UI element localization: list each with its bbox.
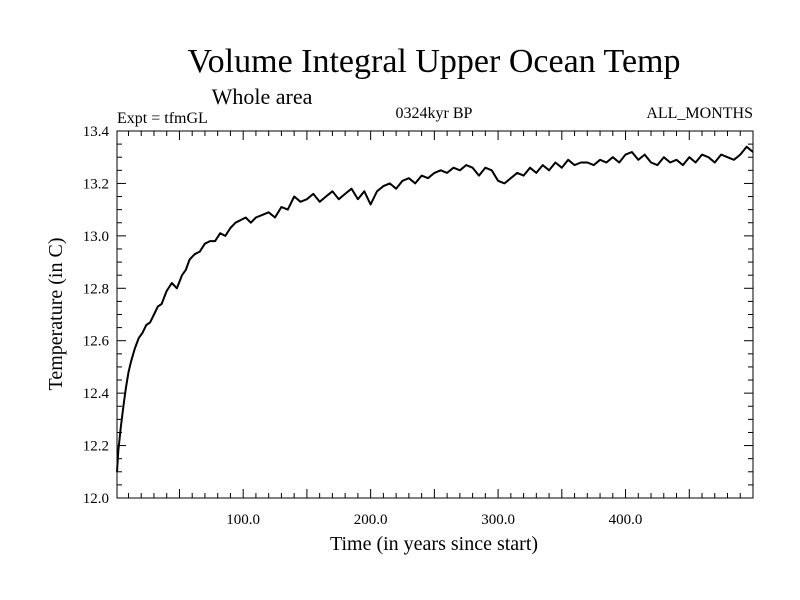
- x-axis-label: Time (in years since start): [330, 533, 538, 555]
- y-tick-label: 12.2: [83, 439, 109, 455]
- temperature-series-line: [116, 145, 754, 472]
- y-tick-label: 13.4: [83, 124, 110, 140]
- y-tick-label: 12.4: [83, 386, 110, 402]
- x-tick-label: 200.0: [354, 512, 388, 528]
- period-label: 0324kyr BP: [396, 105, 473, 122]
- x-tick-label: 300.0: [481, 512, 515, 528]
- x-tick-labels: 100.0 200.0 300.0 400.0: [226, 512, 642, 528]
- months-label: ALL_MONTHS: [646, 105, 753, 122]
- y-tick-label: 12.8: [83, 281, 109, 297]
- y-axis-label: Temperature (in C): [45, 238, 67, 391]
- x-tick-label: 400.0: [609, 512, 643, 528]
- plot-frame: [116, 130, 754, 499]
- y-tick-label: 13.2: [83, 176, 109, 192]
- y-tick-label: 13.0: [83, 229, 109, 245]
- y-tick-labels: 12.0 12.2 12.4 12.6 12.8 13.0 13.2 13.4: [83, 124, 110, 507]
- chart-subtitle: Whole area: [212, 84, 313, 109]
- expt-label: Expt = tfmGL: [117, 110, 208, 127]
- x-tick-label: 100.0: [226, 512, 260, 528]
- axis-ticks: [117, 131, 753, 498]
- y-tick-label: 12.0: [83, 491, 109, 507]
- y-tick-label: 12.6: [83, 334, 110, 350]
- chart-title: Volume Integral Upper Ocean Temp: [188, 43, 681, 80]
